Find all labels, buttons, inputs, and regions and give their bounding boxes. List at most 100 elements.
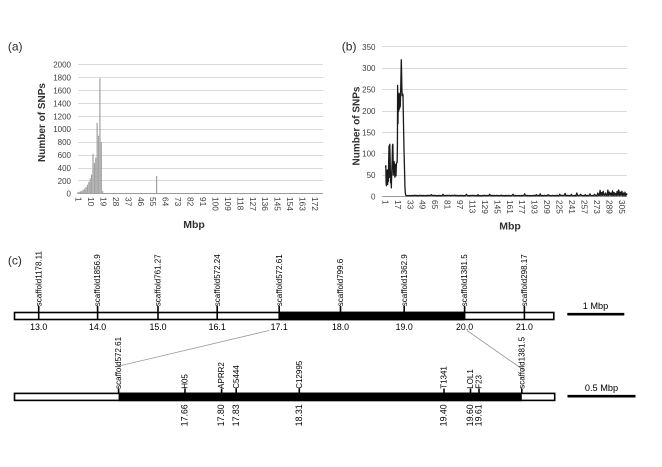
svg-text:18.0: 18.0: [332, 322, 349, 332]
svg-text:0: 0: [371, 192, 376, 201]
svg-text:1400: 1400: [53, 99, 71, 108]
svg-text:19: 19: [98, 197, 108, 207]
svg-text:172: 172: [310, 197, 320, 211]
svg-text:100: 100: [210, 197, 220, 211]
svg-text:F23: F23: [475, 374, 484, 388]
svg-text:14.0: 14.0: [89, 322, 106, 332]
svg-text:(b): (b): [342, 40, 357, 54]
svg-text:(a): (a): [8, 40, 23, 54]
svg-text:16.1: 16.1: [209, 322, 226, 332]
svg-text:145: 145: [492, 200, 502, 214]
svg-text:65: 65: [430, 200, 440, 210]
svg-text:55: 55: [148, 197, 158, 207]
svg-text:109: 109: [223, 197, 233, 211]
svg-text:17.1: 17.1: [271, 322, 288, 332]
svg-text:scaffold1856.9: scaffold1856.9: [93, 254, 102, 306]
svg-text:C5444: C5444: [232, 365, 241, 389]
svg-text:163: 163: [298, 197, 308, 211]
svg-text:161: 161: [505, 200, 515, 214]
svg-text:113: 113: [467, 200, 477, 214]
svg-text:305: 305: [617, 200, 627, 214]
svg-text:91: 91: [198, 197, 208, 207]
svg-text:81: 81: [443, 200, 453, 210]
svg-text:21.0: 21.0: [516, 322, 533, 332]
svg-text:225: 225: [555, 200, 565, 214]
svg-text:19.60: 19.60: [465, 404, 475, 426]
svg-text:scaffold298.17: scaffold298.17: [520, 254, 529, 306]
svg-text:(c): (c): [8, 254, 22, 268]
svg-text:136: 136: [260, 197, 270, 211]
svg-text:28: 28: [111, 197, 121, 207]
svg-text:2000: 2000: [53, 61, 71, 70]
svg-text:33: 33: [405, 200, 415, 210]
svg-text:20.0: 20.0: [456, 322, 473, 332]
svg-text:64: 64: [161, 197, 171, 207]
svg-text:289: 289: [604, 200, 614, 214]
svg-text:600: 600: [58, 151, 72, 160]
svg-text:100: 100: [362, 150, 376, 159]
svg-text:APRR2: APRR2: [217, 362, 226, 389]
svg-text:19.61: 19.61: [474, 404, 484, 426]
svg-text:200: 200: [58, 177, 72, 186]
svg-text:17.83: 17.83: [231, 404, 241, 426]
svg-text:scaffold1178.11: scaffold1178.11: [34, 250, 43, 306]
svg-text:0.5 Mbp: 0.5 Mbp: [585, 383, 618, 393]
svg-text:50: 50: [367, 171, 376, 180]
svg-text:17: 17: [393, 200, 403, 210]
svg-text:209: 209: [542, 200, 552, 214]
svg-text:129: 129: [480, 200, 490, 214]
svg-text:1800: 1800: [53, 74, 71, 83]
svg-text:127: 127: [248, 197, 258, 211]
svg-text:18.31: 18.31: [294, 404, 304, 426]
svg-text:H05: H05: [181, 374, 190, 389]
svg-text:scaffold1381.5: scaffold1381.5: [517, 336, 526, 388]
svg-text:300: 300: [362, 64, 376, 73]
svg-text:1200: 1200: [53, 112, 71, 121]
svg-text:LOL1: LOL1: [466, 369, 475, 389]
svg-text:T1341: T1341: [440, 366, 449, 389]
svg-text:scaffold572.61: scaffold572.61: [275, 254, 284, 306]
svg-text:scaffold1381.5: scaffold1381.5: [460, 254, 469, 306]
svg-text:118: 118: [235, 197, 245, 211]
svg-text:193: 193: [530, 200, 540, 214]
svg-text:177: 177: [517, 200, 527, 214]
svg-text:scaffold572.24: scaffold572.24: [213, 254, 222, 306]
svg-text:scaffold572.61: scaffold572.61: [114, 336, 123, 388]
svg-text:17.80: 17.80: [216, 404, 226, 426]
svg-text:241: 241: [567, 200, 577, 214]
svg-text:250: 250: [362, 86, 376, 95]
svg-text:scaffold1362.9: scaffold1362.9: [400, 254, 409, 306]
svg-text:10: 10: [86, 197, 96, 207]
svg-text:400: 400: [58, 164, 72, 173]
svg-text:17.66: 17.66: [180, 404, 190, 426]
svg-text:Mbp: Mbp: [499, 221, 521, 233]
svg-text:1: 1: [74, 197, 84, 202]
svg-text:1: 1: [380, 200, 390, 205]
svg-text:49: 49: [418, 200, 428, 210]
svg-text:19.0: 19.0: [396, 322, 413, 332]
svg-text:scaffold799.6: scaffold799.6: [336, 258, 345, 306]
svg-text:Number of SNPs: Number of SNPs: [37, 83, 48, 162]
svg-text:350: 350: [362, 43, 376, 52]
svg-text:273: 273: [592, 200, 602, 214]
svg-text:19.40: 19.40: [439, 404, 449, 426]
svg-text:0: 0: [67, 190, 72, 199]
svg-text:800: 800: [58, 138, 72, 147]
svg-text:150: 150: [362, 128, 376, 137]
svg-text:82: 82: [186, 197, 196, 207]
svg-text:200: 200: [362, 107, 376, 116]
svg-text:145: 145: [273, 197, 283, 211]
svg-text:37: 37: [123, 197, 133, 207]
svg-text:Number of SNPs: Number of SNPs: [351, 86, 362, 165]
svg-text:scaffold761.27: scaffold761.27: [154, 254, 163, 306]
svg-text:Mbp: Mbp: [183, 219, 205, 231]
svg-text:1000: 1000: [53, 125, 71, 134]
svg-text:15.0: 15.0: [149, 322, 166, 332]
svg-text:1 Mbp: 1 Mbp: [583, 301, 609, 311]
svg-text:C12995: C12995: [295, 360, 304, 389]
svg-text:1600: 1600: [53, 87, 71, 96]
svg-text:154: 154: [285, 197, 295, 211]
svg-text:13.0: 13.0: [30, 322, 47, 332]
svg-text:73: 73: [173, 197, 183, 207]
svg-text:97: 97: [455, 200, 465, 210]
